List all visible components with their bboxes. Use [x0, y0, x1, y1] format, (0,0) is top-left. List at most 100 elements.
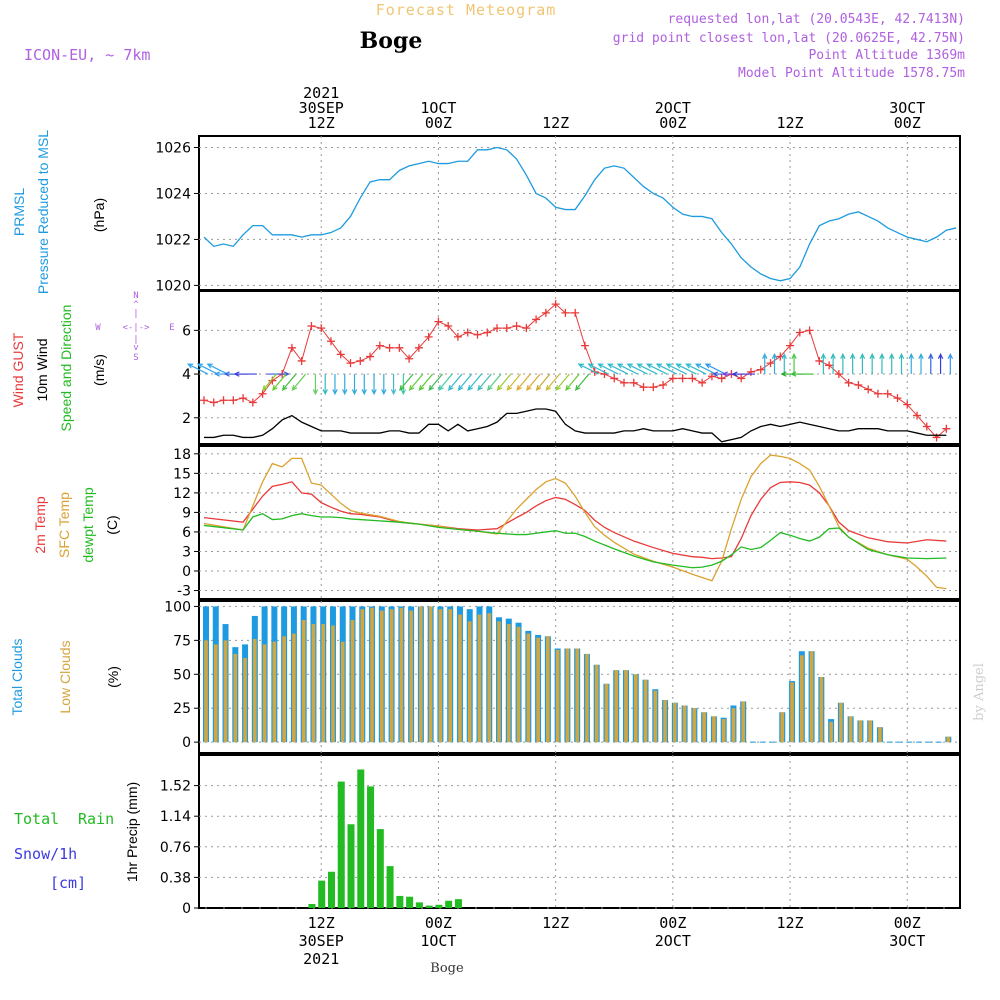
rain-bar	[318, 880, 326, 908]
grid-point: grid point closest lon,lat (20.0625E, 42…	[613, 31, 965, 46]
low-cloud-bar	[848, 716, 853, 743]
total-label: Total	[14, 810, 59, 828]
low-cloud-bar	[633, 674, 638, 743]
gust-point	[580, 341, 589, 350]
low-cloud-bar	[604, 683, 609, 743]
low-cloud-bar	[516, 626, 521, 743]
pressure-line	[203, 146, 957, 282]
low-cloud-bar	[448, 609, 452, 743]
gust-point	[297, 356, 306, 365]
wind-arrow	[196, 363, 219, 375]
low-cloud-bar	[458, 614, 462, 743]
low-cloud-bar	[653, 690, 658, 743]
low-cloud-bar	[477, 614, 482, 743]
low-cloud-bar	[575, 648, 579, 743]
gust-point	[864, 385, 873, 394]
cloud-side-labels: Total Clouds Low Clouds (%)	[9, 638, 121, 715]
low-cloud-bar	[487, 613, 492, 743]
wind-arrow	[496, 373, 512, 391]
gust-point	[639, 383, 648, 392]
wind-arrow	[928, 352, 934, 375]
gust-point	[903, 400, 912, 409]
wind-arrow	[281, 373, 297, 391]
y-tick-label: 18	[173, 447, 191, 463]
gust-point	[493, 324, 502, 333]
rain-label: Rain	[78, 810, 114, 828]
wind-arrow	[675, 363, 697, 375]
rain-bar	[367, 786, 375, 908]
gust-point	[717, 374, 726, 383]
low-cloud-bar	[614, 670, 619, 743]
gust-point	[444, 321, 453, 330]
gust-point	[678, 374, 687, 383]
y-tick-label: 3	[182, 544, 191, 560]
snow-label: Snow/1h	[14, 845, 77, 863]
gust-point	[688, 374, 697, 383]
gust-point	[561, 308, 570, 317]
wind-arrow	[486, 373, 502, 391]
temp2m-label: 2m Temp	[32, 496, 48, 554]
time-label: 3OCT	[889, 932, 925, 950]
low-cloud-bar	[409, 610, 413, 743]
low-cloud-bar	[399, 607, 404, 743]
low-cloud-bar	[702, 712, 706, 743]
low-cloud-bar	[233, 653, 238, 743]
svg-text:^: ^	[133, 300, 139, 310]
gust-point	[307, 321, 316, 330]
wind-arrow	[762, 352, 768, 375]
low-cloud-bar	[282, 636, 286, 743]
wind-arrow	[731, 371, 755, 377]
time-label: 00Z	[659, 914, 686, 932]
time-label: 2OCT	[655, 932, 691, 950]
wind-arrow	[781, 352, 787, 375]
rain-bar	[308, 903, 316, 908]
wind-arrow	[587, 363, 609, 375]
gust-point	[825, 361, 834, 370]
low-cloud-bar	[594, 664, 599, 743]
wind-arrow	[665, 363, 687, 375]
low-clouds-label: Low Clouds	[57, 640, 73, 713]
model-label: ICON-EU, ~ 7km	[24, 46, 150, 64]
gust-point	[414, 343, 423, 352]
wind-arrow	[428, 373, 443, 391]
panel-5: 0 0.38 0.76 1.14 1.52	[160, 754, 961, 917]
wind-arrow	[646, 363, 668, 375]
gust-point	[258, 389, 267, 398]
wind-arrow	[898, 352, 905, 375]
y-tick-label: 1.14	[160, 809, 191, 825]
gust-point	[707, 372, 716, 381]
gust-point	[219, 396, 228, 405]
gust-point	[805, 326, 814, 335]
wind-arrow	[291, 373, 307, 391]
time-label: 12Z	[776, 914, 803, 932]
low-cloud-bar	[223, 640, 228, 743]
y-tick-label: 0.76	[160, 840, 191, 856]
temp2m-line	[203, 481, 947, 560]
subtitle: Forecast Meteogram	[376, 1, 557, 19]
svg-text:<-|->: <-|->	[122, 323, 150, 333]
compass-rose: N ^ | W <-|-> E | v S	[95, 291, 174, 363]
wind-arrow	[206, 363, 228, 375]
gust-point	[815, 356, 824, 365]
wind-arrow	[322, 374, 328, 396]
gust-point	[746, 367, 755, 376]
rain-bar	[357, 769, 365, 908]
low-cloud-bar	[243, 658, 247, 743]
gust-point	[629, 378, 638, 387]
wind-arrow	[535, 373, 551, 391]
low-cloud-bar	[428, 606, 433, 743]
panel-4: 0 25 50 75 100	[164, 599, 961, 754]
gust-point	[209, 398, 218, 407]
gust-point	[375, 341, 384, 350]
gust-label: Wind GUST	[10, 332, 26, 407]
dewpt-line	[203, 512, 947, 569]
wind-arrow	[790, 371, 814, 377]
time-label: 00Z	[425, 914, 452, 932]
gust-point	[620, 378, 628, 387]
gust-point	[424, 332, 433, 341]
gust-point	[834, 370, 843, 379]
wind-arrow	[332, 374, 338, 396]
low-cloud-bar	[419, 606, 423, 743]
wind-arrow	[636, 363, 658, 375]
low-cloud-bar	[292, 633, 296, 743]
